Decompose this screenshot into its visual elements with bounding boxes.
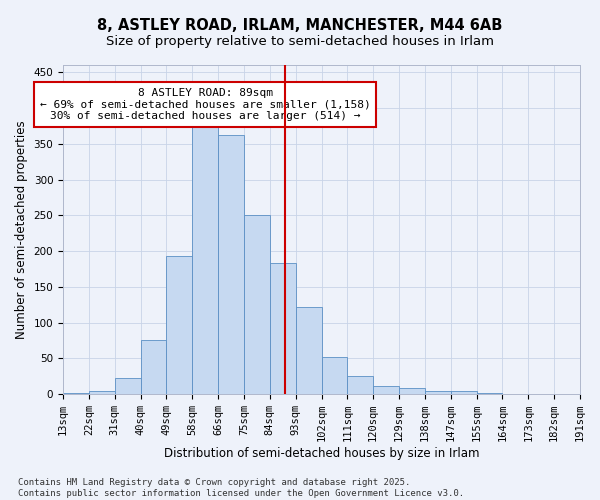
Bar: [296, 307, 322, 394]
Text: 8, ASTLEY ROAD, IRLAM, MANCHESTER, M44 6AB: 8, ASTLEY ROAD, IRLAM, MANCHESTER, M44 6…: [97, 18, 503, 32]
Bar: [140, 340, 166, 394]
Bar: [89, 392, 115, 394]
Bar: [476, 393, 502, 394]
Bar: [115, 378, 140, 394]
Bar: [244, 216, 270, 394]
Bar: [399, 388, 425, 394]
Bar: [218, 135, 244, 394]
Text: Size of property relative to semi-detached houses in Irlam: Size of property relative to semi-detach…: [106, 35, 494, 48]
Bar: [373, 386, 399, 394]
Bar: [322, 357, 347, 394]
Bar: [192, 126, 218, 394]
Y-axis label: Number of semi-detached properties: Number of semi-detached properties: [15, 120, 28, 339]
Bar: [166, 256, 192, 394]
Bar: [451, 390, 476, 394]
X-axis label: Distribution of semi-detached houses by size in Irlam: Distribution of semi-detached houses by …: [164, 447, 479, 460]
Bar: [347, 376, 373, 394]
Bar: [63, 393, 89, 394]
Bar: [425, 390, 451, 394]
Text: 8 ASTLEY ROAD: 89sqm
← 69% of semi-detached houses are smaller (1,158)
30% of se: 8 ASTLEY ROAD: 89sqm ← 69% of semi-detac…: [40, 88, 371, 121]
Bar: [270, 263, 296, 394]
Text: Contains HM Land Registry data © Crown copyright and database right 2025.
Contai: Contains HM Land Registry data © Crown c…: [18, 478, 464, 498]
